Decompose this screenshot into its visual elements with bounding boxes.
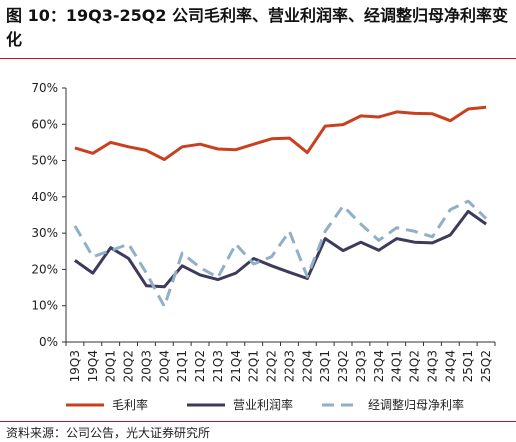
x-tick-label: 20Q4 <box>157 350 171 382</box>
x-tick-label: 25Q2 <box>479 350 493 382</box>
series-layer <box>73 105 488 308</box>
series-line-2 <box>74 209 487 289</box>
bottom-divider <box>0 421 516 422</box>
series-line-1 <box>74 105 487 161</box>
x-tick-label: 24Q4 <box>443 350 457 382</box>
series-line-3 <box>73 199 488 308</box>
x-tick-label: 23Q1 <box>318 350 332 382</box>
legend: 毛利率 营业利润率 经调整归母净利率 <box>66 397 464 412</box>
x-tick-label: 21Q1 <box>175 350 189 382</box>
y-tick-label: 30% <box>31 226 58 240</box>
y-tick-label: 40% <box>31 190 58 204</box>
chart-title: 图 10：19Q3-25Q2 公司毛利率、营业利润率、经调整归母净利率变化 <box>6 6 509 49</box>
x-tick-label: 20Q2 <box>122 350 136 382</box>
x-tick-label: 23Q2 <box>336 350 350 382</box>
y-tick-label: 60% <box>31 117 58 131</box>
top-divider <box>0 58 516 59</box>
legend-label-1: 毛利率 <box>112 397 148 412</box>
x-tick-label: 24Q1 <box>390 350 404 382</box>
x-tick-label: 19Q3 <box>68 350 82 382</box>
x-tick-label: 21Q2 <box>193 350 207 382</box>
x-tick-label: 22Q3 <box>282 350 296 382</box>
x-tick-label: 22Q1 <box>247 350 261 382</box>
y-tick-label: 0% <box>39 335 58 349</box>
y-tick-label: 50% <box>31 154 58 168</box>
x-tick-label: 20Q3 <box>139 350 153 382</box>
x-tick-label: 23Q4 <box>372 350 386 382</box>
x-tick-label: 22Q4 <box>300 350 314 382</box>
y-tick-label: 10% <box>31 299 58 313</box>
x-tick-label: 21Q3 <box>211 350 225 382</box>
x-tick-label: 23Q3 <box>354 350 368 382</box>
x-tick-label: 24Q2 <box>408 350 422 382</box>
y-tick-label: 20% <box>31 262 58 276</box>
axes: 0%10%20%30%40%50%60%70%19Q3 19Q4 20Q1 20Q2 2… <box>31 81 496 382</box>
legend-label-2: 营业利润率 <box>233 397 293 412</box>
y-tick-label: 70% <box>31 81 58 95</box>
x-tick-label: 24Q3 <box>425 350 439 382</box>
x-tick-label: 22Q2 <box>265 350 279 382</box>
legend-label-3: 经调整归母净利率 <box>368 397 464 412</box>
x-tick-label: 21Q4 <box>229 350 243 382</box>
x-tick-label: 19Q4 <box>86 350 100 382</box>
source-note: 资料来源：公司公告，光大证券研究所 <box>6 426 211 440</box>
x-tick-label: 20Q1 <box>104 350 118 382</box>
x-tick-label: 25Q1 <box>461 350 475 382</box>
